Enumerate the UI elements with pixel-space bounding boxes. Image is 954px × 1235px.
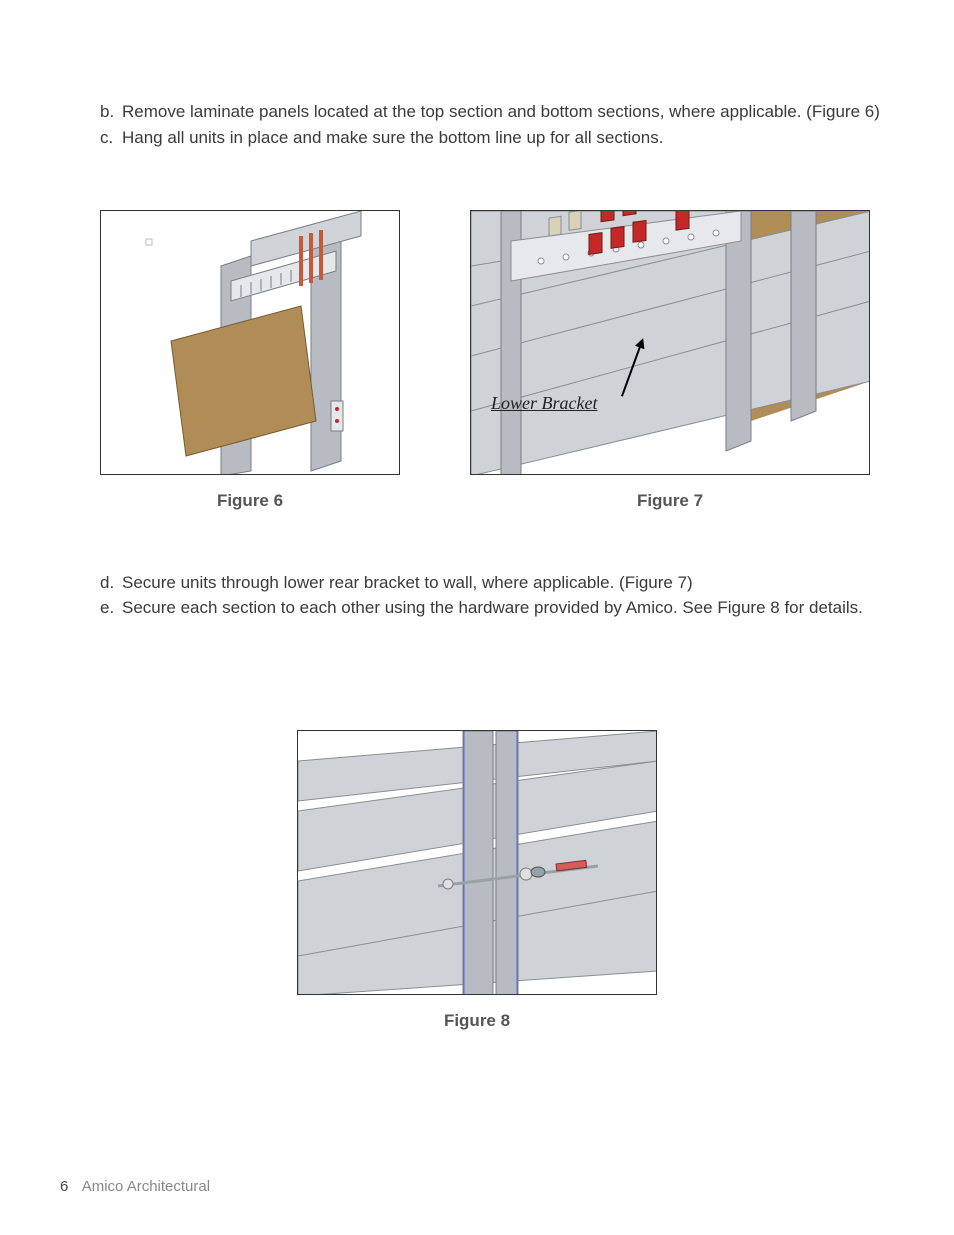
figure-7-svg [471, 211, 870, 475]
list-text: Remove laminate panels located at the to… [122, 100, 880, 124]
page-footer: 6 Amico Architectural [60, 1178, 210, 1195]
figure-7-frame: Lower Bracket [470, 210, 870, 475]
list-text: Secure units through lower rear bracket … [122, 571, 693, 595]
figure-7-block: Lower Bracket Figure 7 [470, 210, 870, 511]
figure-8-block: Figure 8 [60, 730, 894, 1031]
lower-bracket-label: Lower Bracket [491, 393, 597, 414]
page-number: 6 [60, 1178, 68, 1195]
list-item: e. Secure each section to each other usi… [100, 596, 894, 620]
figure-6-caption: Figure 6 [217, 491, 283, 511]
list-text: Secure each section to each other using … [122, 596, 863, 620]
figure-7-caption: Figure 7 [637, 491, 703, 511]
figure-6-block: Figure 6 [100, 210, 400, 511]
list-marker: e. [100, 596, 122, 620]
list-marker: c. [100, 126, 122, 150]
list-item: d. Secure units through lower rear brack… [100, 571, 894, 595]
figure-6-frame [100, 210, 400, 475]
footer-title: Amico Architectural [82, 1178, 210, 1195]
figure-8-frame [297, 730, 657, 995]
figure-8-caption: Figure 8 [444, 1011, 510, 1031]
list-item: c. Hang all units in place and make sure… [100, 126, 894, 150]
list-item: b. Remove laminate panels located at the… [100, 100, 894, 124]
figure-8-svg [298, 731, 657, 995]
list-marker: b. [100, 100, 122, 124]
figure-6-svg [101, 211, 400, 475]
instruction-list-2: d. Secure units through lower rear brack… [100, 571, 894, 621]
instruction-list-1: b. Remove laminate panels located at the… [100, 100, 894, 150]
list-marker: d. [100, 571, 122, 595]
list-text: Hang all units in place and make sure th… [122, 126, 663, 150]
figures-row-1: Figure 6 [60, 210, 894, 511]
